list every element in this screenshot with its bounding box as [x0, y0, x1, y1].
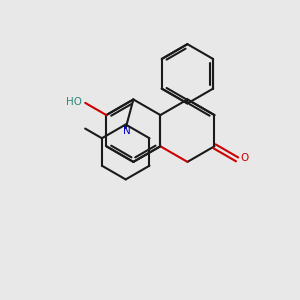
Text: O: O	[240, 153, 248, 163]
Text: HO: HO	[66, 97, 82, 107]
Text: N: N	[123, 126, 131, 136]
